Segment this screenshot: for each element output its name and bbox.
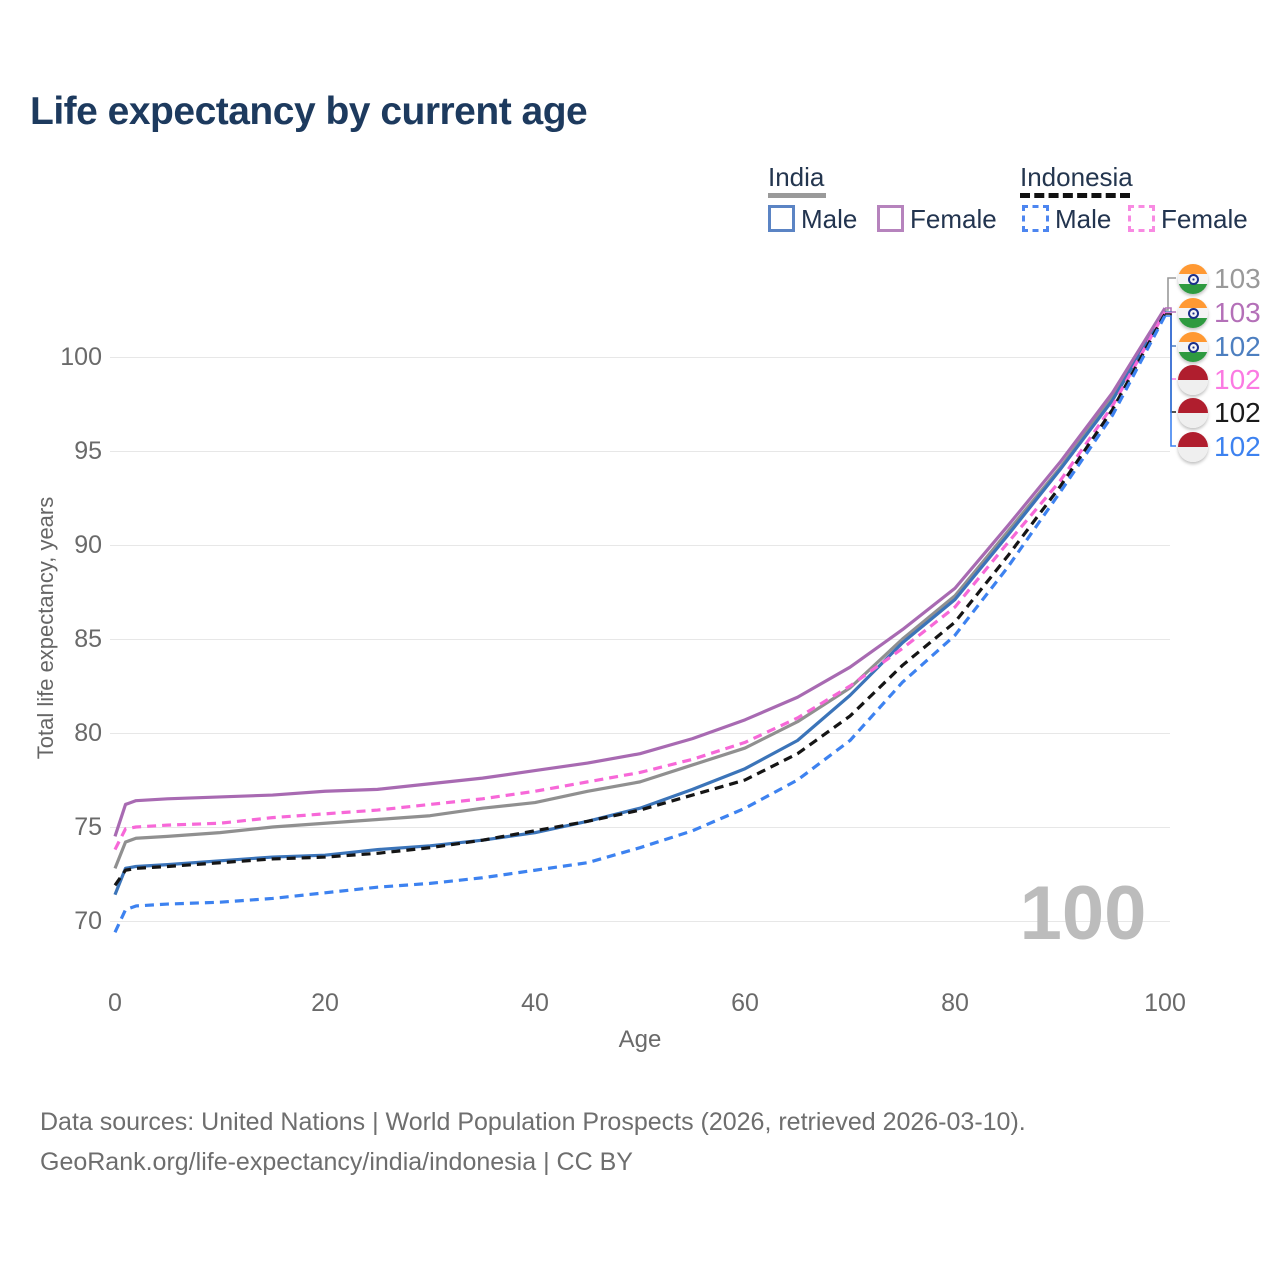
x-tick-label: 60 (731, 989, 759, 1017)
gridline (110, 921, 1170, 922)
legend-label-india-female[interactable]: Female (910, 204, 997, 234)
end-label-connector (1165, 315, 1176, 447)
indonesia-flag-icon (1178, 365, 1208, 395)
legend-label-india-male[interactable]: Male (801, 204, 858, 234)
gridline (110, 733, 1170, 734)
y-tick-label: 80 (74, 719, 102, 747)
footer-attribution: GeoRank.org/life-expectancy/india/indone… (40, 1148, 633, 1176)
gridline (110, 357, 1170, 358)
end-label-value: 102 (1214, 431, 1261, 462)
legend-checkbox-indonesia-female[interactable] (1128, 205, 1155, 232)
india-flag-icon (1178, 332, 1208, 362)
y-tick-label: 75 (74, 813, 102, 841)
end-label-connector (1165, 307, 1176, 313)
ashoka-chakra-icon (1187, 307, 1199, 319)
indonesia-flag-icon (1178, 432, 1208, 462)
watermark-100: 100 (1019, 871, 1147, 956)
series-line-india-total (113, 309, 1167, 869)
legend-checkbox-india-male[interactable] (768, 205, 795, 232)
end-label-value: 103 (1214, 263, 1261, 294)
y-tick-label: 90 (74, 531, 102, 559)
series-line-india-female (113, 307, 1167, 837)
legend-group-indonesia-label: Indonesia (1020, 162, 1133, 192)
legend-label-indonesia-female[interactable]: Female (1161, 204, 1248, 234)
series-line-indonesia-male (113, 314, 1167, 933)
x-tick-label: 80 (941, 989, 969, 1017)
end-label-connector (1165, 277, 1176, 311)
x-tick-label: 40 (521, 989, 549, 1017)
gridline (110, 639, 1170, 640)
legend-indonesia-line-swatch (1020, 193, 1130, 198)
legend-india-line-swatch (768, 193, 826, 198)
india-flag-icon (1178, 264, 1208, 294)
gridline (110, 451, 1170, 452)
end-label-value: 102 (1214, 331, 1261, 362)
y-tick-label: 100 (60, 343, 102, 371)
end-label-value: 103 (1214, 297, 1261, 328)
legend-checkbox-india-female[interactable] (877, 205, 904, 232)
page-title: Life expectancy by current age (30, 90, 588, 133)
series-line-indonesia-female (113, 311, 1167, 851)
ashoka-chakra-icon (1187, 341, 1199, 353)
x-axis-title: Age (618, 1026, 662, 1053)
end-label-row-india-total: 103 (1178, 263, 1261, 295)
end-label-row-indonesia-total: 102 (1178, 397, 1261, 429)
end-label-value: 102 (1214, 397, 1261, 428)
legend-checkbox-indonesia-male[interactable] (1022, 205, 1049, 232)
legend-label-indonesia-male[interactable]: Male (1055, 204, 1112, 234)
y-tick-label: 70 (74, 907, 102, 935)
end-label-row-indonesia-female: 102 (1178, 364, 1261, 396)
end-label-row-india-female: 103 (1178, 297, 1261, 329)
india-flag-icon (1178, 298, 1208, 328)
x-tick-label: 0 (108, 989, 122, 1017)
series-line-india-male (113, 311, 1167, 896)
indonesia-flag-icon (1178, 398, 1208, 428)
legend-group-india-label: India (768, 162, 825, 192)
series-line-indonesia-total (113, 312, 1167, 887)
x-tick-label: 20 (311, 989, 339, 1017)
gridline (110, 545, 1170, 546)
gridline (110, 827, 1170, 828)
end-label-row-indonesia-male: 102 (1178, 431, 1261, 463)
end-label-row-india-male: 102 (1178, 331, 1261, 363)
y-tick-label: 95 (74, 437, 102, 465)
footer-datasource: Data sources: United Nations | World Pop… (40, 1108, 1026, 1136)
x-tick-label: 100 (1144, 989, 1186, 1017)
end-label-value: 102 (1214, 364, 1261, 395)
y-tick-label: 85 (74, 625, 102, 653)
ashoka-chakra-icon (1187, 273, 1199, 285)
